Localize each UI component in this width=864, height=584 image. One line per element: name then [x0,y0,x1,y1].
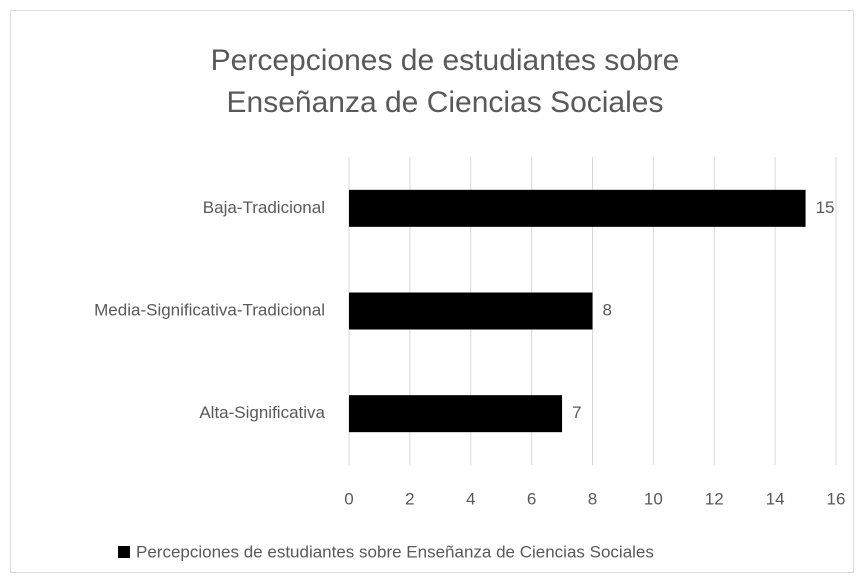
x-tick-label: 16 [827,489,846,508]
bar [349,395,563,433]
bar [349,189,806,227]
chart-title: Percepciones de estudiantes sobre [211,44,680,77]
y-tick-label: Alta-Significativa [199,403,325,422]
x-tick-label: 10 [644,489,663,508]
x-tick-label: 8 [588,489,597,508]
y-tick-label: Media-Significativa-Tradicional [94,300,325,319]
x-tick-label: 0 [344,489,353,508]
data-label: 15 [816,198,835,217]
data-label: 8 [603,300,612,319]
chart-border [10,10,854,573]
legend-label: Percepciones de estudiantes sobre Enseña… [136,542,654,561]
x-tick-label: 6 [527,489,536,508]
x-tick-label: 12 [705,489,724,508]
x-tick-label: 14 [766,489,785,508]
bar [349,292,593,330]
legend-swatch [118,546,130,558]
y-tick-label: Baja-Tradicional [203,198,325,217]
chart-title: Enseñanza de Ciencias Sociales [227,86,664,119]
x-tick-label: 2 [405,489,414,508]
x-tick-label: 4 [466,489,475,508]
data-label: 7 [572,403,581,422]
